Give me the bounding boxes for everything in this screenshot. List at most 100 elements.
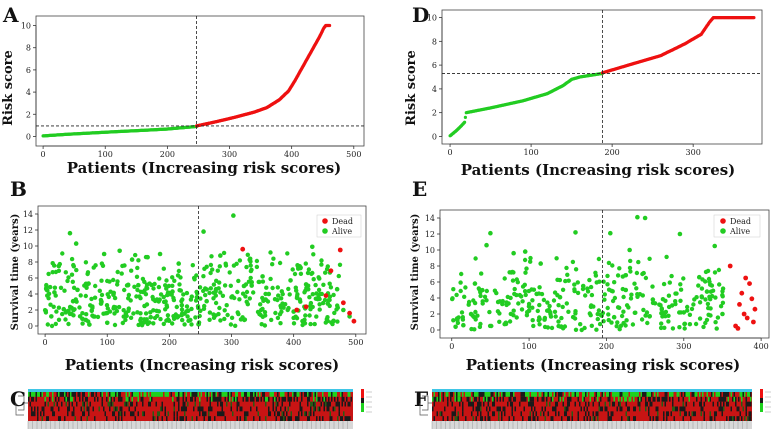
heatmap-cell	[86, 416, 88, 421]
heatmap-cell	[88, 411, 90, 417]
heatmap-cell	[582, 396, 584, 402]
alive-point	[708, 289, 714, 294]
alive-point	[327, 294, 333, 299]
heatmap-cell	[532, 416, 534, 421]
heatmap-cell	[663, 411, 665, 417]
heatmap-cell	[299, 406, 301, 412]
heatmap-cell	[71, 411, 73, 417]
alive-point	[213, 300, 219, 306]
alive-point	[154, 297, 160, 302]
heatmap-cell	[487, 411, 489, 417]
alive-point	[87, 322, 92, 327]
alive-point	[623, 287, 629, 293]
heatmap-cell	[236, 396, 238, 402]
heatmap-cell	[286, 411, 288, 417]
alive-point	[712, 243, 718, 249]
heatmap-cell	[241, 406, 243, 412]
legend-dead-label: Dead	[730, 217, 751, 226]
alive-point	[565, 272, 570, 277]
y-tick-label: 0	[28, 322, 33, 331]
heatmap-cell	[154, 392, 156, 397]
heatmap-cell	[311, 401, 313, 407]
alive-point	[48, 302, 53, 307]
alive-point	[580, 283, 586, 289]
alive-point	[626, 305, 631, 310]
heatmap-cell	[750, 416, 752, 421]
heatmap-cell	[654, 396, 656, 402]
color-key-high	[760, 389, 763, 398]
heatmap-cell	[314, 392, 316, 397]
alive-point	[536, 318, 541, 323]
legend-alive-marker	[322, 228, 328, 234]
alive-point	[208, 262, 214, 268]
heatmap-cell	[529, 411, 531, 417]
heatmap-cell	[630, 392, 632, 397]
heatmap-cell	[538, 392, 540, 397]
alive-point	[305, 270, 311, 276]
heatmap-cell	[688, 411, 690, 417]
alive-point	[136, 258, 141, 263]
alive-point	[61, 306, 67, 312]
legend-box	[316, 214, 362, 238]
alive-point	[682, 321, 687, 327]
legend-dead-marker	[720, 218, 726, 224]
heatmap-cell	[205, 392, 207, 397]
heatmap-cell	[546, 392, 548, 397]
heatmap-cell	[511, 411, 513, 417]
heatmap-cell	[109, 401, 111, 407]
heatmap-cell	[492, 396, 494, 402]
heatmap-cell	[717, 392, 719, 397]
heatmap-cell	[235, 396, 237, 402]
heatmap-cell	[229, 396, 231, 402]
alive-point	[325, 301, 331, 306]
alive-point	[450, 296, 455, 301]
heatmap-cell	[181, 392, 183, 397]
alive-point	[606, 260, 612, 266]
alive-point	[545, 325, 551, 330]
heatmap-cell	[529, 416, 531, 421]
heatmap-cell	[585, 411, 587, 417]
heatmap-cell	[462, 411, 464, 417]
heatmap-cell	[724, 396, 726, 402]
heatmap-cell	[709, 411, 711, 417]
alive-point	[193, 315, 198, 320]
heatmap-cell	[504, 406, 506, 412]
heatmap-cell	[101, 392, 103, 397]
heatmap-cell	[185, 406, 187, 412]
alive-point	[69, 272, 75, 277]
alive-point	[554, 256, 559, 261]
alive-point	[50, 261, 55, 266]
heatmap-cell	[340, 392, 342, 397]
alive-point	[135, 310, 140, 315]
heatmap-cell	[721, 406, 723, 412]
heatmap-cell	[209, 406, 211, 412]
heatmap-cell	[723, 396, 725, 402]
heatmap-cell	[705, 396, 707, 402]
alive-point	[98, 301, 104, 306]
alive-point	[715, 315, 721, 320]
alive-point	[511, 308, 516, 313]
alive-point	[295, 263, 300, 268]
heatmap-cell	[552, 396, 554, 402]
heatmap-cell	[218, 411, 220, 417]
alive-point	[704, 289, 710, 294]
heatmap-cell	[113, 406, 115, 412]
heatmap-cell	[741, 401, 743, 407]
heatmap-cell	[215, 396, 217, 402]
heatmap-cell	[682, 406, 684, 412]
heatmap-cell	[726, 392, 728, 397]
heatmap-cell	[703, 411, 705, 417]
heatmap-cell	[202, 406, 204, 412]
heatmap-cell	[691, 392, 693, 397]
heatmap-cell	[483, 401, 485, 407]
alive-point	[231, 213, 236, 218]
heatmap-cell	[250, 406, 252, 412]
heatmap-cell	[71, 392, 73, 397]
alive-point	[136, 282, 141, 288]
heatmap-cell	[199, 401, 201, 407]
heatmap-cell	[242, 392, 244, 397]
alive-point	[559, 315, 564, 321]
heatmap-cell	[326, 401, 328, 407]
alive-point	[80, 316, 85, 322]
